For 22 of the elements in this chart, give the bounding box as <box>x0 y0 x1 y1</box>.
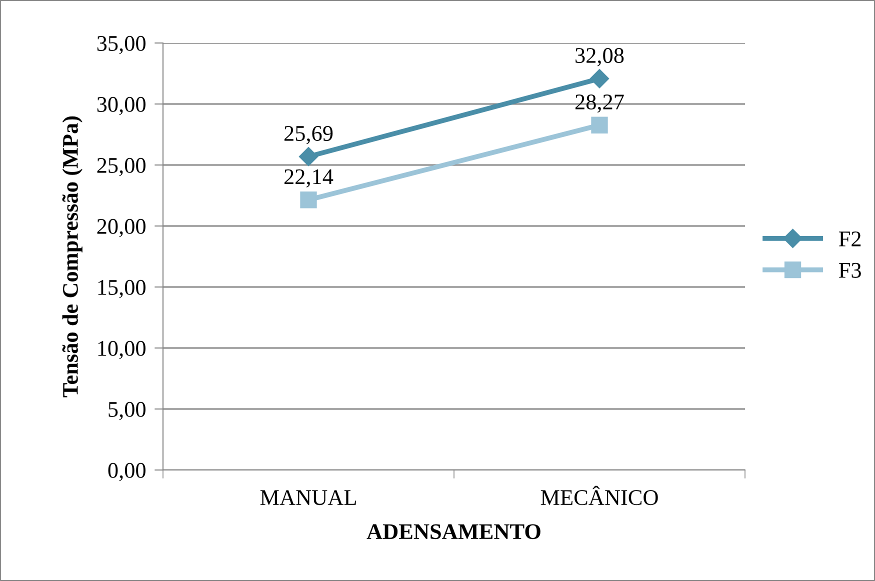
y-tick-label: 15,00 <box>98 280 146 298</box>
x-tick-label: MECÂNICO <box>540 486 658 506</box>
legend-label: F3 <box>838 262 861 278</box>
y-tick-label: 25,00 <box>97 158 146 176</box>
data-label: 25,69 <box>284 126 333 144</box>
y-tick-label: 20,00 <box>97 218 146 238</box>
data-label: 28,27 <box>575 94 624 113</box>
legend-label: F2 <box>838 231 861 246</box>
point <box>298 147 318 166</box>
y-tick-label: 10,00 <box>98 340 146 360</box>
y-tick-label: 35,00 <box>97 36 146 54</box>
data-label: 32,08 <box>576 48 624 66</box>
point <box>591 116 608 134</box>
y-axis-title: Tensão de Compressão (MPa) <box>62 116 82 398</box>
x-tick-label: MANUAL <box>260 490 356 506</box>
y-tick-label: 5,00 <box>108 402 146 420</box>
data-label: 22,14 <box>284 169 334 188</box>
point <box>590 69 610 88</box>
y-tick-label: 0,00 <box>108 462 146 482</box>
point <box>300 192 317 208</box>
x-axis-title: ADENSAMENTO <box>366 524 540 540</box>
y-tick-label: 30,00 <box>97 96 146 116</box>
